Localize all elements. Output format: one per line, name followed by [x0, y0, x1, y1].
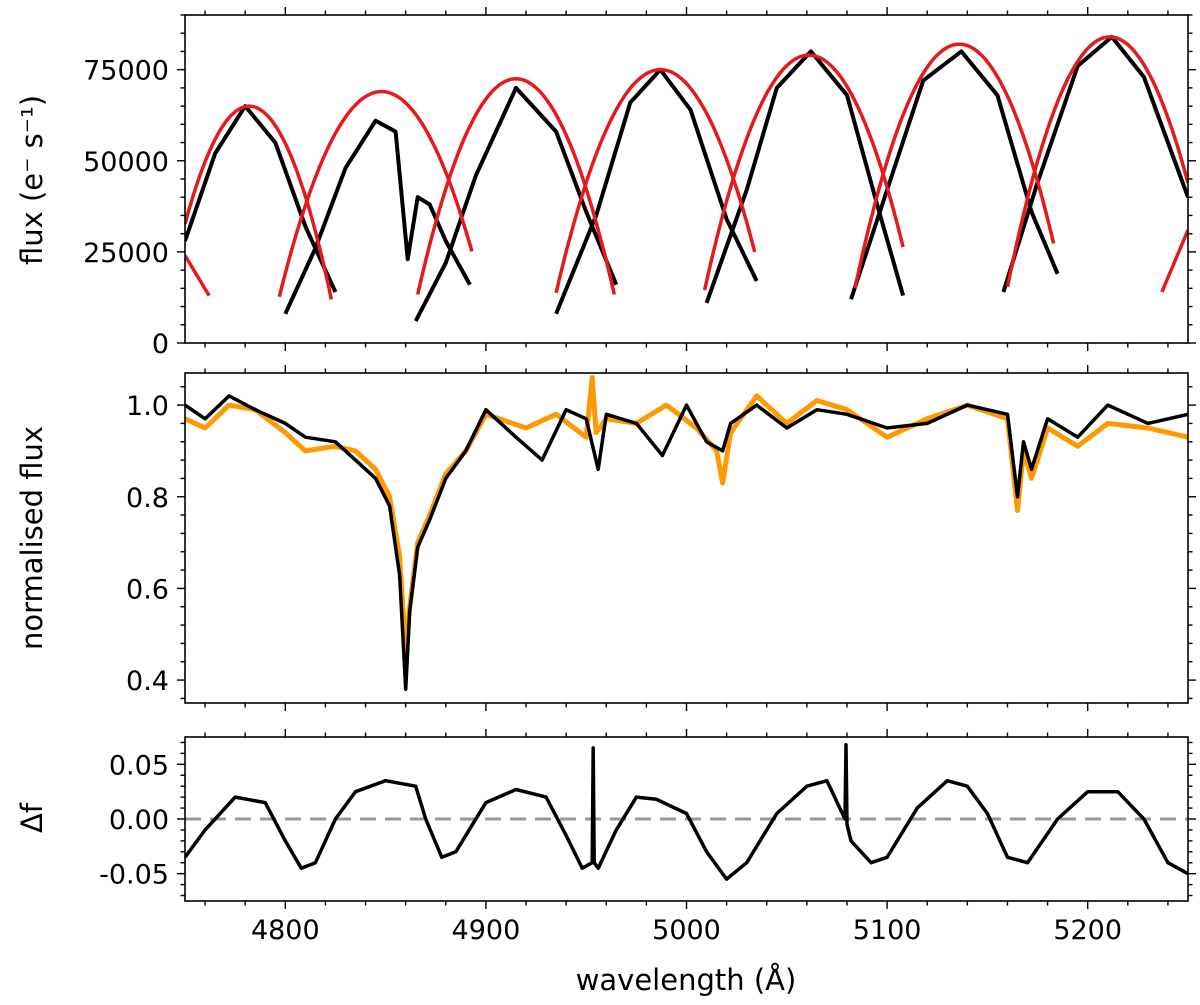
y-tick-label: 0 — [152, 329, 169, 360]
observed-order-1 — [185, 104, 338, 293]
y-tick-label: 0.6 — [126, 574, 169, 605]
y-tick-label: 75000 — [83, 56, 169, 87]
y-tick-label: 0.00 — [109, 805, 169, 836]
top-ylabel: flux (e⁻ s⁻¹) — [15, 95, 49, 265]
fit-order-3 — [415, 77, 617, 295]
residual-panel: 4800 4900 5000 5100 5200 -0.05 0.00 0.05 — [99, 729, 1196, 946]
fit-order-2 — [277, 89, 474, 298]
y-tick-label: -0.05 — [99, 860, 169, 891]
plot-area-top — [185, 34, 1188, 323]
observed-order-5 — [704, 49, 906, 304]
series-reference-spectrum — [185, 375, 1188, 656]
fit-order-1 — [185, 104, 334, 300]
x-tick-label: 5100 — [853, 915, 922, 946]
plot-area-bottom — [185, 742, 1188, 881]
y-tick-label: 0.8 — [126, 483, 169, 514]
normalised-flux-panel: 0.4 0.6 0.8 1.0 — [126, 365, 1196, 711]
y-tick-label: 0.4 — [126, 666, 169, 697]
fit-order-7 — [1005, 35, 1188, 288]
observed-order-3 — [413, 85, 619, 323]
x-tick-label: 4900 — [452, 915, 521, 946]
y-tick-label: 1.0 — [126, 391, 169, 422]
fit-edge-segment-2 — [1160, 229, 1188, 293]
series-corrected-spectrum — [185, 394, 1188, 692]
y-tick-label: 25000 — [83, 238, 169, 269]
bottom-ylabel: Δf — [15, 802, 49, 833]
observed-order-2 — [283, 118, 472, 315]
series-residual — [185, 742, 1188, 881]
plot-area-middle — [185, 375, 1188, 692]
x-tick-label: 5000 — [652, 915, 721, 946]
flux-panel: 0 25000 50000 75000 — [83, 7, 1196, 360]
xlabel: wavelength (Å) — [576, 963, 797, 997]
y-tick-label: 0.05 — [109, 750, 169, 781]
fit-edge-segment-1 — [185, 254, 211, 297]
x-tick-label: 4800 — [251, 915, 320, 946]
fit-order-5 — [702, 53, 905, 291]
fit-order-6 — [853, 42, 1056, 289]
x-tick-label: 5200 — [1053, 915, 1122, 946]
y-tick-label: 50000 — [83, 147, 169, 178]
fit-order-4 — [554, 67, 757, 294]
middle-ylabel: normalised flux — [15, 426, 49, 650]
